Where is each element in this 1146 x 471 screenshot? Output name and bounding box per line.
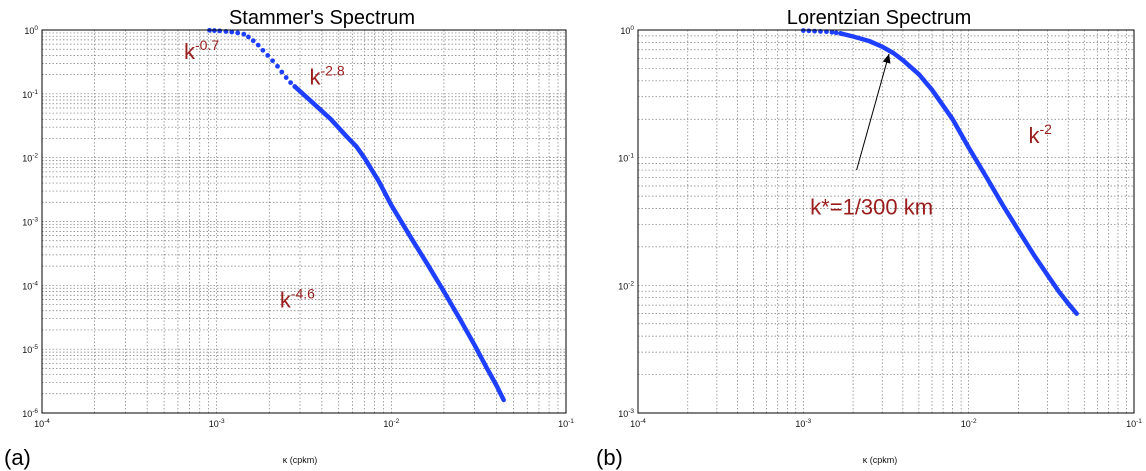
panel-b-lorentzian-spectrum: Lorentzian Spectrum 10-4 10-3 10-2 10-11001… (596, 7, 1142, 470)
x-tick-label: 10-3 (209, 418, 225, 429)
x-tick-label: 10-2 (961, 418, 977, 429)
panel-b-grid (638, 30, 1134, 413)
data-point (800, 28, 806, 33)
panel-a-title: Stammer's Spectrum (229, 7, 415, 29)
data-point (217, 28, 223, 34)
y-tick-label: 10-3 (618, 408, 634, 419)
spectrum-line (292, 84, 506, 403)
spectrum-line (838, 31, 1079, 316)
y-tick-label: 100 (24, 25, 38, 36)
arrow-head (882, 53, 891, 64)
y-tick-label: 10-4 (22, 280, 38, 291)
data-point (211, 28, 217, 33)
data-point (270, 58, 275, 64)
x-tick-label: 10-1 (558, 418, 574, 429)
slope-annotation: k-2 (1028, 121, 1052, 148)
data-point (255, 42, 261, 48)
panel-b-curve (800, 28, 1079, 316)
panel-a-curve (207, 27, 506, 403)
x-tick-label: 10-4 (630, 418, 646, 429)
panel-b-title: Lorentzian Spectrum (787, 7, 972, 29)
x-tick-label: 10-3 (795, 418, 811, 429)
y-tick-label: 10-2 (618, 280, 634, 291)
data-point (229, 29, 235, 35)
data-point (833, 30, 839, 36)
data-point (288, 80, 293, 85)
panel-a-frame (41, 29, 567, 414)
panel-b-frame (637, 29, 1135, 414)
data-point (260, 47, 266, 53)
data-point (241, 31, 247, 37)
data-point (283, 75, 289, 80)
slope-annotation: k-2.8 (309, 63, 344, 90)
panel-a-ticks: 10-4 10-3 10-2 10-1 100 10-1 10-2 10-3 10-4 10-5 1… (22, 25, 574, 429)
x-tick-label: 10-2 (383, 418, 399, 429)
y-tick-label: 10-3 (22, 217, 38, 228)
data-point (829, 29, 835, 35)
panel-a-annotations: k-0.7 k-2.8 k-4.6 (184, 37, 345, 312)
data-point (812, 28, 818, 34)
x-tick-label: 10-1 (1126, 418, 1142, 429)
panel-a-xlabel: κ (cpkm) (283, 455, 318, 465)
x-tick-label: 10-4 (34, 418, 50, 429)
y-tick-label: 10-1 (618, 153, 634, 164)
data-point (246, 34, 251, 40)
y-tick-label: 10-5 (22, 344, 38, 355)
y-tick-label: 10-1 (22, 89, 38, 100)
data-point (235, 30, 241, 36)
slope-annotation: k*=1/300 km (810, 194, 933, 219)
data-point (279, 69, 285, 75)
y-tick-label: 100 (620, 25, 634, 36)
y-tick-label: 10-6 (22, 408, 38, 419)
data-point (265, 53, 271, 58)
slope-annotation: k-0.7 (184, 37, 219, 64)
data-point (250, 38, 256, 44)
data-point (806, 28, 812, 34)
arrow-line (856, 53, 890, 171)
panel-a-stammer-spectrum: Stammer's Spectrum 10-4 10-3 10-2 10-110010… (4, 7, 574, 470)
slope-annotation: k-4.6 (280, 285, 315, 312)
data-point (275, 63, 280, 69)
panel-a-label: (a) (4, 445, 31, 470)
panel-b-annotations: k-2 k*=1/300 km (810, 53, 1052, 219)
panel-a-grid (42, 30, 566, 413)
y-tick-label: 10-2 (22, 153, 38, 164)
panel-b-label: (b) (596, 445, 623, 470)
panel-b-xlabel: κ (cpkm) (863, 455, 898, 465)
